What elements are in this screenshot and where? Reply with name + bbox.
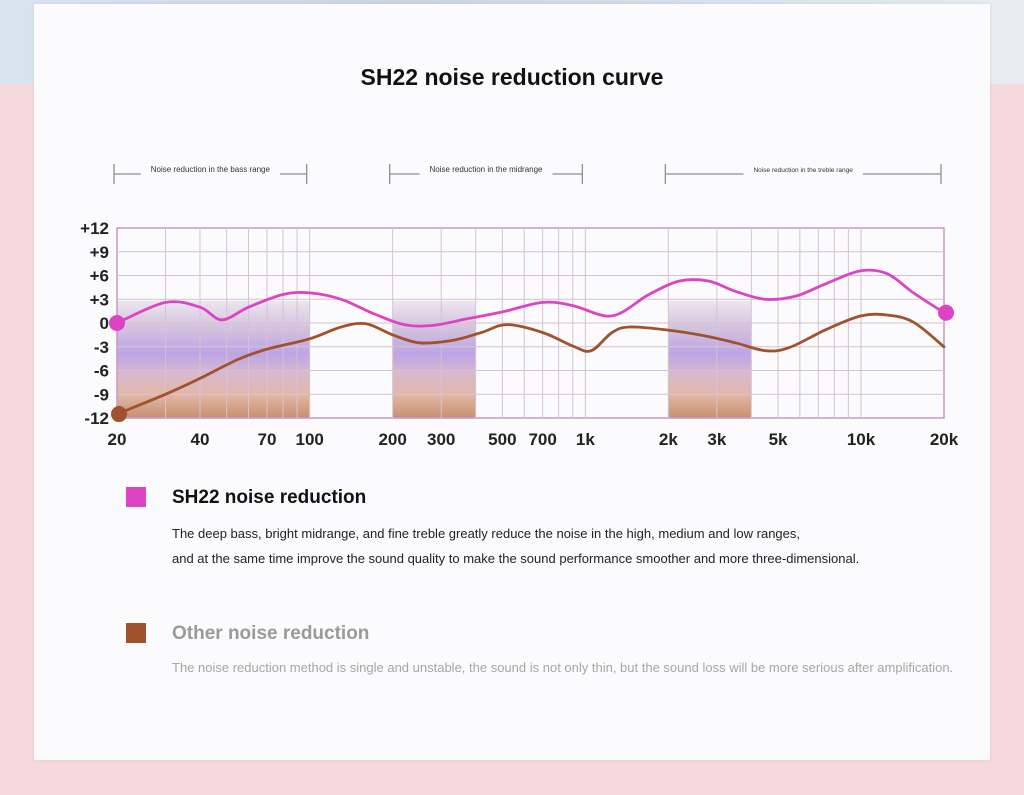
end-marker-other-start <box>111 406 127 423</box>
y-tick-label-8: -12 <box>84 409 109 428</box>
x-tick-label-2: 70 <box>258 430 277 449</box>
y-tick-label-4: 0 <box>100 314 109 333</box>
legend-title-other: Other noise reduction <box>172 623 370 644</box>
y-tick-label-1: +9 <box>90 243 109 262</box>
x-tick-label-4: 200 <box>378 430 406 449</box>
legend-title-sh22: SH22 noise reduction <box>172 487 367 508</box>
x-tick-label-8: 1k <box>576 430 595 449</box>
range-label-2: Noise reduction in the treble range <box>753 167 853 174</box>
y-tick-label-7: -9 <box>94 385 109 404</box>
legend-desc-sh22-line-2: and at the same time improve the sound q… <box>172 551 860 566</box>
legend-desc-other-line-1: The noise reduction method is single and… <box>172 660 954 675</box>
chart-title: SH22 noise reduction curve <box>360 64 664 90</box>
legend-swatch-sh22 <box>126 487 146 507</box>
x-tick-label-0: 20 <box>108 430 127 449</box>
end-marker-sh22-start <box>109 315 125 331</box>
x-tick-label-10: 3k <box>707 430 726 449</box>
highlight-band-0 <box>117 300 310 418</box>
y-tick-label-3: +3 <box>90 290 109 309</box>
range-label-0: Noise reduction in the bass range <box>151 165 271 174</box>
x-tick-label-7: 700 <box>528 430 556 449</box>
range-label-1: Noise reduction in the midrange <box>430 165 544 174</box>
legend-desc-sh22-line-1: The deep bass, bright midrange, and fine… <box>172 526 800 541</box>
x-tick-label-3: 100 <box>295 430 323 449</box>
x-tick-label-6: 500 <box>488 430 516 449</box>
x-tick-label-1: 40 <box>191 430 210 449</box>
x-tick-label-5: 300 <box>427 430 455 449</box>
highlight-band-2 <box>668 300 752 418</box>
y-tick-label-5: -3 <box>94 338 109 357</box>
x-tick-label-12: 10k <box>847 430 876 449</box>
x-tick-label-9: 2k <box>659 430 678 449</box>
x-tick-label-11: 5k <box>769 430 788 449</box>
legend-swatch-other <box>126 623 146 643</box>
noise-reduction-chart: +12 +9 +6 +3 0 -3 -6 -9 -12 20 40 70 100 200 300 500 700… <box>80 164 959 449</box>
x-tick-label-13: 20k <box>930 430 959 449</box>
series-line-sh22 <box>115 268 946 328</box>
y-tick-label-6: -6 <box>94 362 109 381</box>
end-marker-sh22-end <box>938 304 954 321</box>
y-tick-label-0: +12 <box>80 219 109 238</box>
series-line-other <box>115 312 946 416</box>
y-tick-label-2: +6 <box>90 267 109 286</box>
